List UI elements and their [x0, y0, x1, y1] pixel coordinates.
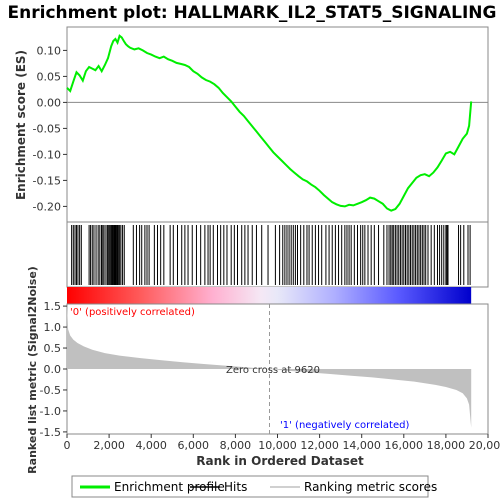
x-tick-label: 0	[64, 439, 71, 452]
metric-y-tick-label: -0.5	[40, 384, 61, 397]
x-tick-label: 20,000	[469, 439, 500, 452]
es-y-tick-label: -0.20	[33, 200, 61, 213]
metric-y-tick-label: 1.5	[44, 300, 62, 313]
hits-panel-frame	[66, 221, 489, 288]
rank-gradient-bar	[67, 287, 472, 304]
metric-panel: 1.5 1.0 0.5 0.0 -0.5 -1.0 -1.5 '0' (positively…	[26, 266, 489, 474]
legend-frame	[71, 475, 429, 498]
hits-panel	[66, 221, 489, 288]
legend-items: Enrichment profile Hits Ranking metric sco…	[80, 480, 437, 494]
metric-y-tick-label: -1.5	[40, 426, 61, 439]
x-tick-label: 8,000	[220, 439, 252, 452]
legend: Enrichment profile Hits Ranking metric sco…	[71, 475, 437, 498]
es-y-axis-label: Enrichment score (ES)	[14, 50, 28, 200]
metric-y-axis: 1.5 1.0 0.5 0.0 -0.5 -1.0 -1.5	[40, 300, 67, 439]
es-y-axis: 0.10 0.05 0.00 -0.05 -0.10 -0.15 -0.20	[33, 44, 67, 213]
negative-correlation-label: '1' (negatively correlated)	[280, 420, 409, 431]
es-y-tick-label: -0.15	[33, 174, 61, 187]
x-tick-label: 16,000	[385, 439, 424, 452]
x-tick-label: 14,000	[342, 439, 381, 452]
chart-title: Enrichment plot: HALLMARK_IL2_STAT5_SIGN…	[8, 3, 497, 23]
metric-y-tick-label: 0.0	[44, 363, 62, 376]
es-panel: 0.10 0.05 0.00 -0.05 -0.10 -0.15 -0.20 Enrichm…	[14, 26, 489, 223]
es-y-tick-label: -0.05	[33, 122, 61, 135]
es-y-tick-label: 0.05	[37, 70, 62, 83]
x-axis-label: Rank in Ordered Dataset	[196, 454, 364, 468]
es-y-tick-label: 0.00	[37, 96, 62, 109]
metric-y-tick-label: 1.0	[44, 321, 62, 334]
legend-label: Hits	[224, 480, 247, 494]
rank-colorbar	[67, 287, 472, 304]
x-axis: 0 2,000 4,000 6,000 8,000 10,000 12,000 14,000 1…	[64, 434, 500, 452]
x-tick-label: 2,000	[93, 439, 125, 452]
x-tick-label: 18,000	[427, 439, 466, 452]
es-panel-frame	[66, 26, 489, 223]
metric-y-tick-label: 0.5	[44, 342, 62, 355]
metric-y-tick-label: -1.0	[40, 405, 61, 418]
x-tick-label: 4,000	[135, 439, 167, 452]
x-tick-label: 6,000	[178, 439, 210, 452]
positive-correlation-label: '0' (positively correlated)	[70, 307, 195, 318]
es-y-tick-label: -0.10	[33, 148, 61, 161]
ranking-metric-area	[67, 304, 472, 428]
legend-label: Enrichment profile	[114, 480, 225, 494]
zero-cross-label: Zero cross at 9620	[226, 365, 320, 376]
legend-label: Ranking metric scores	[304, 480, 437, 494]
x-tick-label: 10,000	[258, 439, 297, 452]
es-y-tick-label: 0.10	[37, 44, 62, 57]
x-tick-label: 12,000	[300, 439, 339, 452]
enrichment-profile-line	[66, 34, 473, 212]
metric-y-axis-label: Ranked list metric (Signal2Noise)	[26, 266, 39, 474]
hit-lines	[71, 225, 471, 285]
